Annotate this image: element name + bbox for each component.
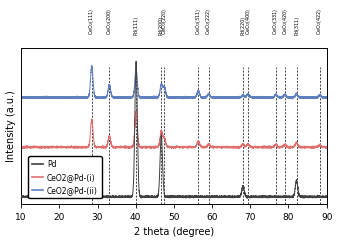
Text: CeO$_2$(400): CeO$_2$(400): [243, 8, 252, 35]
X-axis label: 2 theta (degree): 2 theta (degree): [134, 227, 214, 237]
Text: CeO$_2$(200): CeO$_2$(200): [105, 8, 114, 35]
Text: CeO$_2$(220): CeO$_2$(220): [160, 8, 169, 35]
Y-axis label: Intensity (a.u.): Intensity (a.u.): [5, 90, 16, 162]
Text: CeO$_2$(311): CeO$_2$(311): [194, 8, 203, 35]
Text: CeO$_2$(422): CeO$_2$(422): [315, 8, 324, 35]
Legend: Pd, CeO2@Pd-(i), CeO2@Pd-(ii): Pd, CeO2@Pd-(i), CeO2@Pd-(ii): [28, 156, 102, 199]
Text: Pd(220): Pd(220): [241, 16, 245, 35]
Text: CeO$_2$(331): CeO$_2$(331): [271, 8, 281, 35]
Text: CeO$_2$(111): CeO$_2$(111): [87, 8, 96, 35]
Text: Pd(311): Pd(311): [294, 16, 299, 35]
Text: CeO$_2$(420): CeO$_2$(420): [281, 8, 290, 35]
Text: CeO$_2$(222): CeO$_2$(222): [204, 8, 213, 35]
Text: Pd(200): Pd(200): [159, 16, 164, 35]
Text: Pd(111): Pd(111): [134, 16, 139, 35]
